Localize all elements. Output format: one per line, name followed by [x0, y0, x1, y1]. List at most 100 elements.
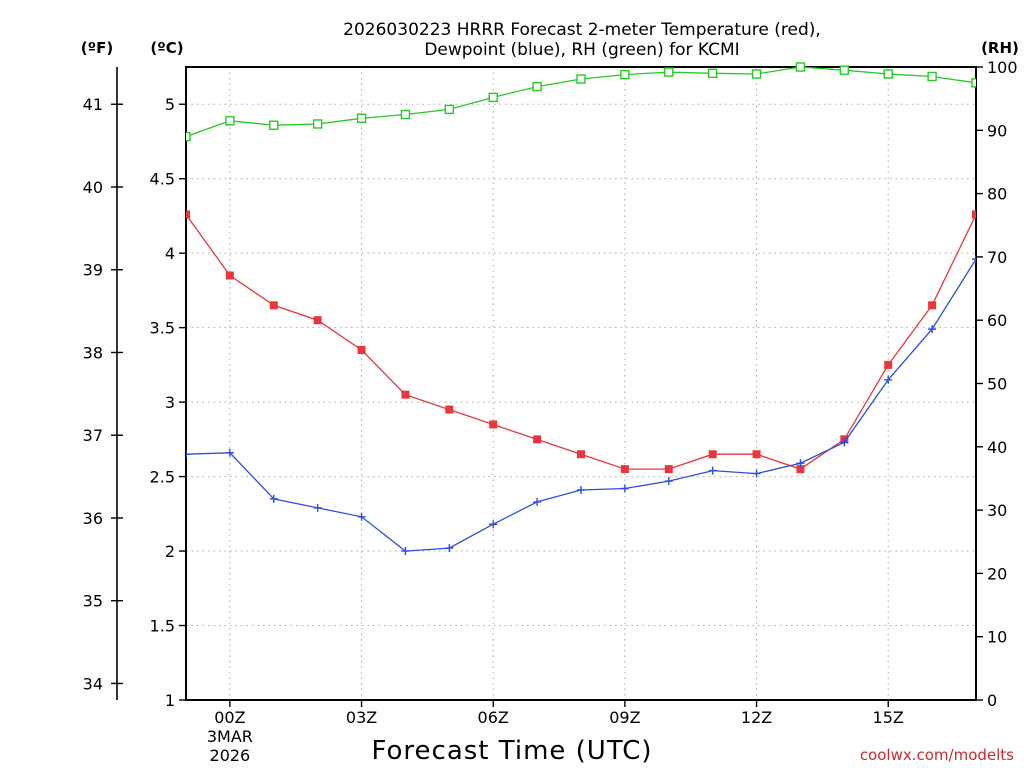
rh-series: [186, 62, 976, 142]
rh-tick-label: 40: [987, 438, 1007, 457]
dewpoint-point: [401, 547, 410, 556]
temperature-point: [225, 271, 234, 280]
dewpoint-point: [928, 325, 937, 334]
axes: 343536373839404111.522.533.544.550102030…: [83, 58, 1018, 765]
x-tick-label: 00Z: [214, 708, 245, 727]
chart-title-line-1: 2026030223 HRRR Forecast 2-meter Tempera…: [343, 20, 821, 40]
celsius-tick-label: 4: [165, 244, 175, 263]
rh-point: [225, 116, 235, 126]
rh-point: [488, 92, 498, 103]
fahrenheit-tick-label: 39: [83, 261, 103, 280]
temperature-point: [533, 435, 542, 444]
temperature-point: [884, 360, 893, 369]
rh-tick-label: 90: [987, 121, 1007, 140]
rh-tick-label: 100: [987, 58, 1018, 77]
temperature-point: [401, 390, 410, 399]
grid-lines: [186, 67, 976, 700]
temperature-point: [708, 450, 717, 459]
x-tick-date-label: 3MAR: [207, 727, 253, 746]
celsius-tick-label: 4.5: [150, 170, 175, 189]
temperature-point: [620, 465, 629, 474]
celsius-tick-label: 3.5: [150, 319, 175, 338]
fahrenheit-tick-label: 37: [83, 426, 103, 445]
rh-tick-label: 0: [987, 691, 997, 710]
temperature-point: [489, 420, 498, 429]
credit-text: coolwx.com/modelts: [860, 746, 1014, 764]
rh-point: [576, 74, 586, 84]
rh-point: [751, 69, 762, 79]
dewpoint-point: [357, 512, 366, 521]
rh-point: [312, 119, 323, 129]
rh-point: [356, 113, 367, 123]
temperature-point: [313, 316, 322, 325]
plot-frame: [185, 66, 977, 701]
fahrenheit-tick-label: 34: [83, 674, 103, 693]
rh-point: [444, 104, 455, 115]
dewpoint-point: [840, 438, 849, 447]
x-tick-label: 12Z: [741, 708, 772, 727]
temperature-point: [928, 301, 937, 310]
celsius-tick-label: 2: [165, 542, 175, 561]
rh-point: [186, 131, 191, 142]
celsius-tick-label: 1: [165, 691, 175, 710]
rh-point: [664, 67, 674, 77]
x-tick-label: 03Z: [346, 708, 377, 727]
rh-point: [927, 71, 937, 82]
dewpoint-point: [225, 448, 234, 457]
celsius-tick-label: 5: [165, 95, 175, 114]
dewpoint-point: [884, 375, 893, 384]
rh-tick-label: 80: [987, 185, 1007, 204]
data-series: [186, 62, 976, 556]
dewpoint-point: [752, 469, 761, 478]
rh-tick-label: 60: [987, 311, 1007, 330]
dewpoint-series: [186, 255, 976, 556]
rh-point: [795, 62, 806, 72]
dewpoint-point: [664, 477, 673, 486]
celsius-tick-label: 3: [165, 393, 175, 412]
fahrenheit-tick-label: 38: [83, 343, 103, 362]
celsius-tick-label: 1.5: [150, 617, 175, 636]
rh-tick-label: 30: [987, 501, 1007, 520]
temperature-point: [664, 465, 673, 474]
temperature-point: [186, 210, 190, 219]
dewpoint-point: [313, 503, 322, 512]
rh-point: [971, 78, 976, 88]
rh-point: [269, 120, 279, 130]
dewpoint-point: [796, 459, 805, 468]
rh-tick-label: 70: [987, 248, 1007, 267]
dewpoint-point: [445, 544, 454, 553]
rh-tick-label: 20: [987, 564, 1007, 583]
temperature-point: [445, 405, 454, 414]
dewpoint-point: [186, 450, 190, 459]
dewpoint-point: [620, 484, 629, 493]
rh-point: [883, 69, 893, 79]
rh-point: [620, 69, 630, 80]
temperature-point: [357, 345, 366, 354]
rh-point: [839, 65, 850, 75]
dewpoint-point: [269, 494, 278, 503]
fahrenheit-tick-label: 41: [83, 95, 103, 114]
fahrenheit-tick-label: 40: [83, 178, 103, 197]
dewpoint-point: [708, 466, 717, 475]
rh-tick-label: 10: [987, 628, 1007, 647]
celsius-tick-label: 2.5: [150, 468, 175, 487]
celsius-unit-label: (ºC): [150, 39, 183, 57]
rh-point: [532, 81, 542, 92]
rh-point: [707, 68, 718, 79]
fahrenheit-tick-label: 36: [83, 509, 103, 528]
x-tick-label: 09Z: [609, 708, 640, 727]
x-tick-label: 06Z: [478, 708, 509, 727]
rh-unit-label: (RH): [981, 39, 1019, 57]
fahrenheit-tick-label: 35: [83, 592, 103, 611]
x-tick-year-label: 2026: [210, 746, 251, 765]
temperature-point: [269, 301, 278, 310]
chart-title-line-2: Dewpoint (blue), RH (green) for KCMI: [424, 40, 739, 60]
dewpoint-point: [489, 520, 498, 529]
dewpoint-point: [577, 485, 585, 494]
dewpoint-point: [972, 255, 976, 264]
x-tick-label: 15Z: [873, 708, 904, 727]
temperature-series: [186, 210, 976, 474]
rh-tick-label: 50: [987, 375, 1007, 394]
temperature-point: [972, 210, 976, 219]
